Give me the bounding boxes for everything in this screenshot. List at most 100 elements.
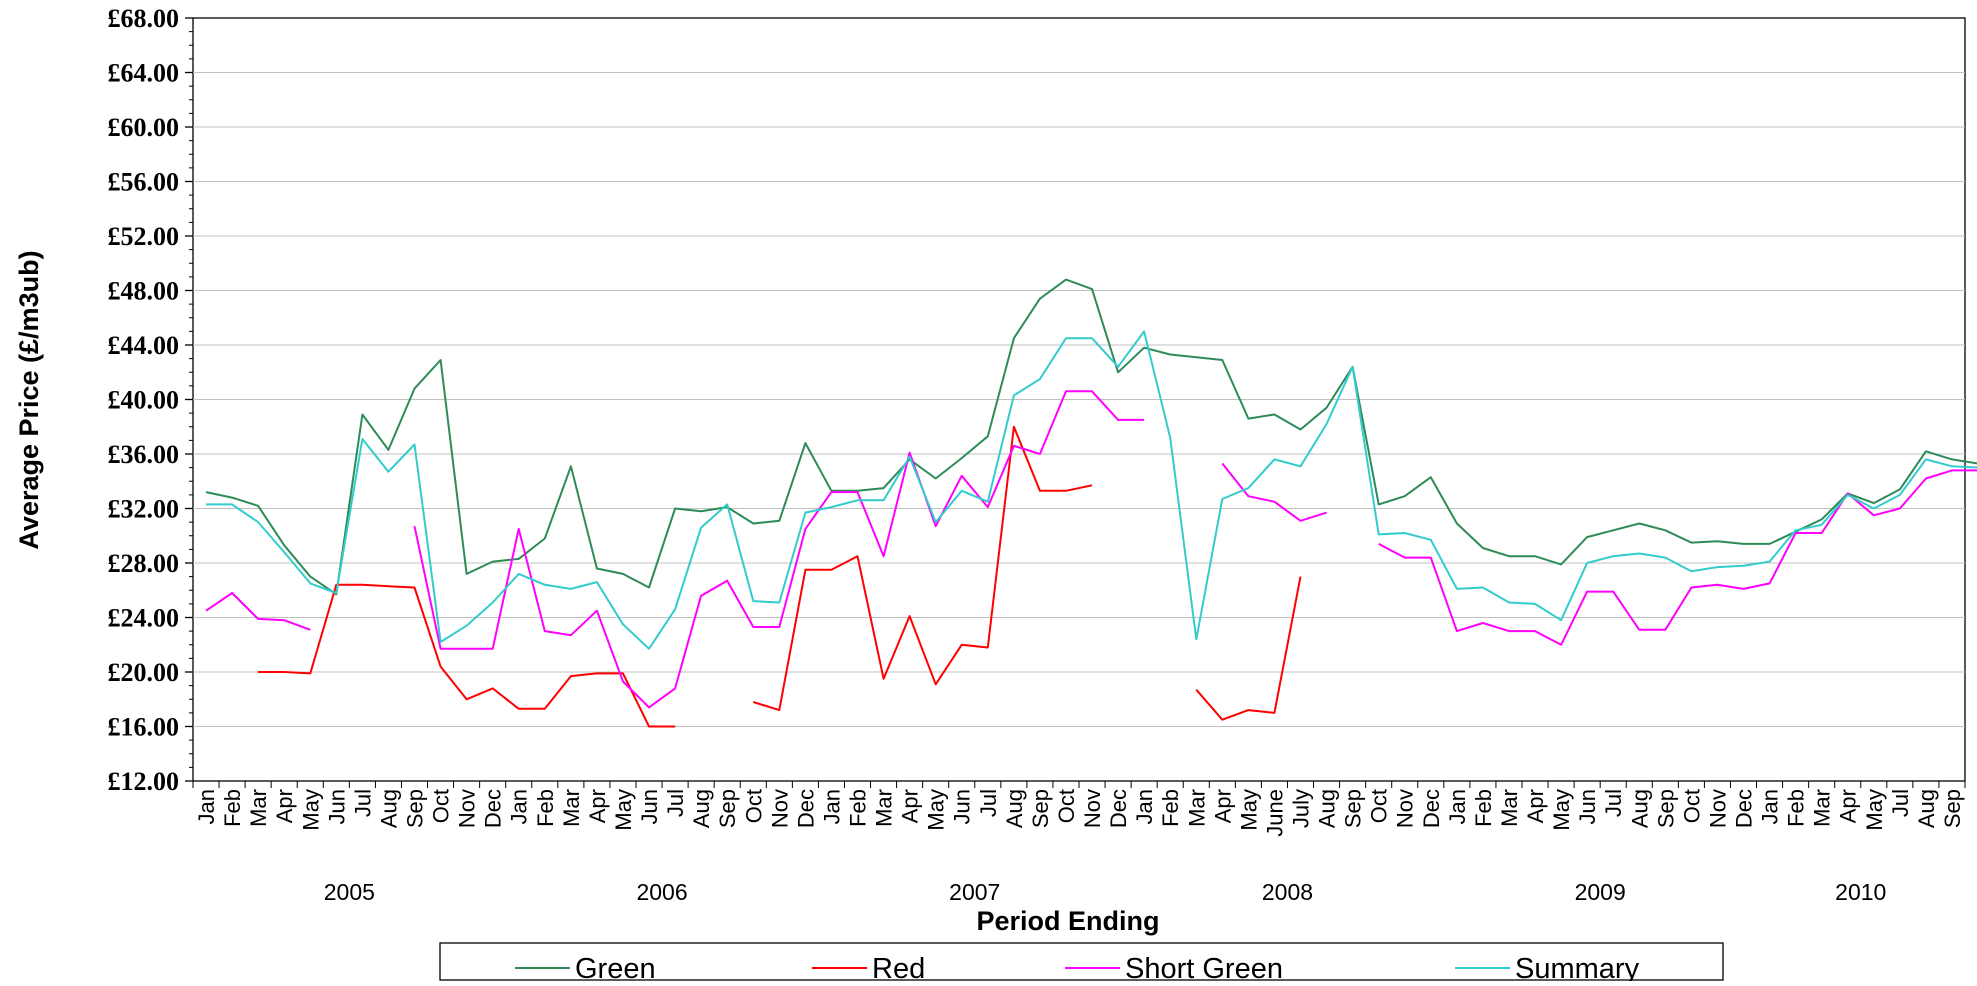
x-axis-title: Period Ending (976, 906, 1159, 936)
y-tick-label: £32.00 (108, 495, 180, 524)
y-tick-label: £20.00 (108, 658, 180, 687)
x-tick-label: Feb (533, 789, 558, 827)
x-tick-label: Nov (767, 789, 792, 828)
legend-label: Green (575, 953, 656, 981)
x-tick-label: Oct (741, 789, 766, 823)
x-tick-label: Sep (1940, 789, 1965, 828)
legend-label: Red (872, 953, 925, 981)
y-tick-label: £64.00 (108, 59, 180, 88)
x-tick-label: Sep (715, 789, 740, 828)
series-line-green (205, 278, 1977, 596)
x-tick-label: Jan (1758, 789, 1783, 824)
x-tick-label: Jul (1888, 789, 1913, 817)
y-tick-label: £36.00 (108, 440, 180, 469)
y-axis: £12.00 £16.00 £20.00 £24.00 £28.00 £32.00 £36.… (108, 4, 193, 796)
x-tick-label: Feb (1471, 789, 1496, 827)
x-tick-label: Aug (1002, 789, 1027, 828)
x-tick-label: May (1236, 789, 1261, 831)
year-label: 2008 (1262, 879, 1313, 905)
x-tick-label: Jul (976, 789, 1001, 817)
x-tick-label: Jun (637, 789, 662, 824)
x-tick-label: Nov (1705, 789, 1730, 828)
x-tick-label: Dec (1419, 789, 1444, 828)
x-tick-label: Sep (1028, 789, 1053, 828)
y-tick-label: £16.00 (108, 713, 180, 742)
legend-label: Summary (1515, 953, 1640, 981)
year-label: 2009 (1575, 879, 1626, 905)
year-label: 2010 (1835, 879, 1886, 905)
x-tick-label: Jan (507, 789, 532, 824)
x-tick-label: Mar (872, 789, 897, 827)
gridlines (193, 72, 1965, 727)
x-tick-label: May (924, 789, 949, 831)
x-tick-label: Jul (663, 789, 688, 817)
y-tick-label: £56.00 (108, 168, 180, 197)
x-tick-label: Dec (793, 789, 818, 828)
x-tick-label: Jan (1132, 789, 1157, 824)
x-tick-label: Aug (689, 789, 714, 828)
x-tick-label: Feb (846, 789, 871, 827)
series-line-red (258, 425, 1302, 728)
x-tick-label: Dec (481, 789, 506, 828)
x-tick-label: Oct (1679, 789, 1704, 823)
y-axis-title: Average Price (£/m3ub) (14, 250, 44, 549)
x-tick-label: Aug (1914, 789, 1939, 828)
legend: Green Red Short Green Summary (439, 942, 1724, 985)
x-tick-label: Mar (246, 789, 271, 827)
x-tick-label: July (1289, 789, 1314, 828)
x-axis: Jan Feb Mar Apr May Jun Jul Aug Sep Oct Nov Dec Jan F… (192, 781, 1966, 905)
year-label: 2006 (636, 879, 687, 905)
x-tick-label: Mar (1810, 789, 1835, 827)
x-tick-label: May (1862, 789, 1887, 831)
legend-label: Short Green (1125, 953, 1283, 981)
x-tick-label: Jul (350, 789, 375, 817)
x-tick-label: Dec (1106, 789, 1131, 828)
series-line-summary (206, 330, 1977, 650)
y-tick-label: £40.00 (108, 386, 180, 415)
x-tick-label: Apr (1836, 789, 1861, 823)
x-tick-label: Jan (819, 789, 844, 824)
y-tick-label: £48.00 (108, 277, 180, 306)
y-tick-label: £28.00 (108, 549, 180, 578)
x-tick-label: Sep (1341, 789, 1366, 828)
x-tick-label: Mar (559, 789, 584, 827)
x-tick-label: Jan (1445, 789, 1470, 824)
x-tick-label: Apr (898, 789, 923, 823)
y-tick-label: £68.00 (108, 4, 180, 33)
y-tick-label: £52.00 (108, 222, 180, 251)
x-tick-label: Aug (376, 789, 401, 828)
y-tick-label: £24.00 (108, 604, 180, 633)
x-tick-label: May (1549, 789, 1574, 831)
year-label: 2007 (949, 879, 1000, 905)
x-tick-label: Feb (1784, 789, 1809, 827)
x-tick-label: Apr (1210, 789, 1235, 823)
x-tick-label: Apr (585, 789, 610, 823)
x-tick-label: May (298, 789, 323, 831)
x-tick-label: Mar (1497, 789, 1522, 827)
x-tick-label: Nov (1080, 789, 1105, 828)
x-tick-label: Jun (950, 789, 975, 824)
x-tick-label: Sep (1653, 789, 1678, 828)
x-tick-label: Feb (220, 789, 245, 827)
x-tick-label: Dec (1732, 789, 1757, 828)
x-tick-label: Jun (324, 789, 349, 824)
x-tick-label: Feb (1158, 789, 1183, 827)
x-tick-label: Aug (1627, 789, 1652, 828)
legend-box (439, 942, 1724, 981)
series-line-short-green (205, 390, 1977, 709)
y-tick-label: £44.00 (108, 331, 180, 360)
x-tick-label: Oct (1367, 789, 1392, 823)
x-tick-label: Oct (429, 789, 454, 823)
x-tick-label: June (1262, 789, 1287, 837)
x-tick-label: Sep (403, 789, 428, 828)
x-tick-label: Nov (455, 789, 480, 828)
y-tick-label: £60.00 (108, 113, 180, 142)
y-tick-label: £12.00 (108, 767, 180, 796)
x-tick-label: Nov (1393, 789, 1418, 828)
series-lines (205, 278, 1977, 728)
year-label: 2005 (324, 879, 375, 905)
x-tick-label: Mar (1184, 789, 1209, 827)
x-tick-label: Oct (1054, 789, 1079, 823)
x-tick-label: Apr (1523, 789, 1548, 823)
